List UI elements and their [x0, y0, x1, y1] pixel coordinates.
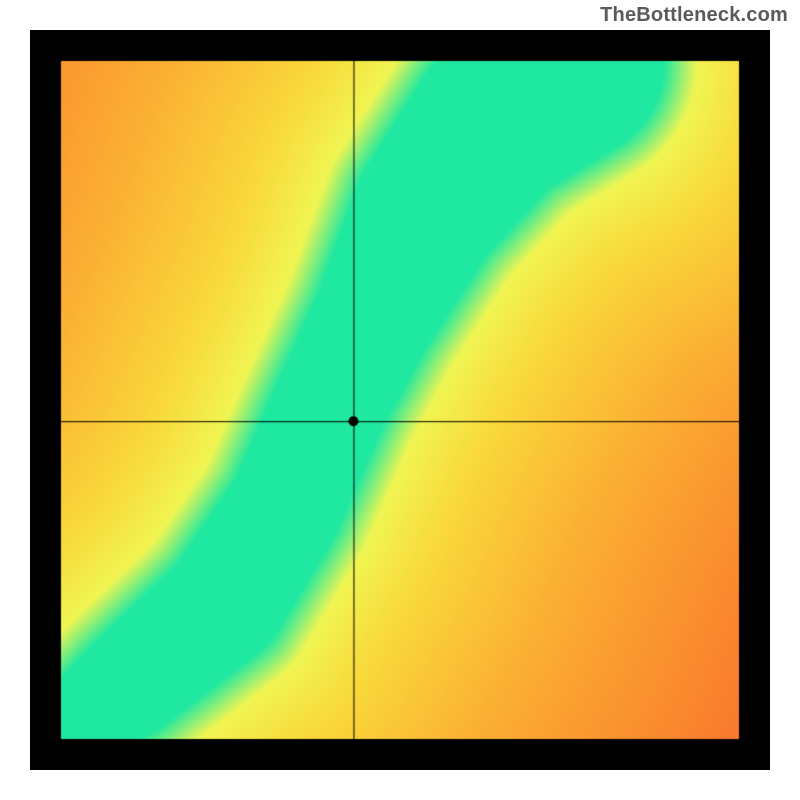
chart-wrapper: TheBottleneck.com: [0, 0, 800, 800]
attribution-text: TheBottleneck.com: [600, 4, 788, 27]
heatmap-canvas: [30, 30, 770, 770]
heatmap-frame: [30, 30, 770, 770]
